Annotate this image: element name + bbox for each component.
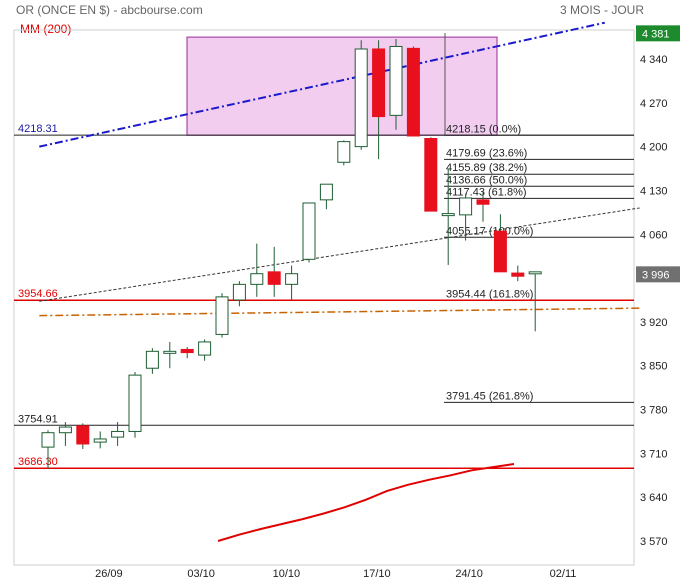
candle-body: [180, 348, 194, 354]
fib-level-label: 4179.69 (23.6%): [446, 147, 527, 159]
candle-body: [163, 350, 177, 354]
y-tick-label: 3 780: [640, 405, 668, 417]
candle-body: [493, 230, 507, 273]
current-price-text: 3 996: [642, 269, 670, 281]
candle-body: [337, 141, 351, 163]
moving-average-line: [217, 463, 515, 542]
x-tick-label: 10/10: [273, 568, 301, 580]
candle-body: [302, 202, 316, 260]
x-tick-label: 17/10: [363, 568, 391, 580]
y-tick-label: 4 340: [640, 54, 668, 66]
candle-body: [111, 430, 125, 438]
candle-body: [128, 374, 142, 432]
candle-body: [476, 199, 490, 205]
candle-body: [250, 273, 264, 285]
x-tick-label: 24/10: [455, 568, 483, 580]
candle-body: [58, 426, 72, 434]
candle-body: [319, 183, 333, 201]
candle-body: [459, 197, 473, 216]
candle-body: [93, 438, 107, 443]
candle-body: [441, 213, 455, 217]
candle-body: [76, 425, 90, 445]
plot-frame: [13, 29, 635, 566]
candle-body: [215, 296, 229, 335]
candle-body: [389, 45, 403, 116]
candle-body: [232, 283, 246, 301]
y-tick-label: 4 270: [640, 98, 668, 110]
chart-title: OR (ONCE EN $) - abcbourse.com: [16, 3, 203, 17]
x-tick-label: 03/10: [187, 568, 215, 580]
current-price-badge: [636, 266, 680, 283]
candle-body: [354, 48, 368, 148]
chart-period: 3 MOIS - JOUR: [559, 3, 644, 17]
fib-level-label: 4136.66 (50.0%): [446, 174, 527, 186]
candle-body: [424, 137, 438, 212]
y-tick-label: 4 200: [640, 142, 668, 154]
resistance-zone: [186, 36, 498, 136]
orange-support-line: [39, 307, 640, 317]
candle-body: [198, 341, 212, 356]
x-tick-label: 26/09: [95, 568, 123, 580]
candle-body: [406, 47, 420, 137]
fib-level-label: 4155.89 (38.2%): [446, 162, 527, 174]
level-label: 3954.66: [18, 288, 58, 300]
x-tick-label: 02/11: [550, 568, 577, 580]
candle-body: [267, 271, 281, 285]
y-tick-label: 3 920: [640, 317, 668, 329]
last-price-badge: [636, 25, 680, 42]
candle-body: [41, 432, 55, 448]
fib-level-label: 4218.15 (0.0%): [446, 123, 521, 135]
last-price-text: 4 381: [642, 28, 670, 40]
level-label: 3686.30: [18, 456, 58, 468]
y-tick-label: 3 850: [640, 361, 668, 373]
y-tick-label: 3 710: [640, 448, 668, 460]
blue-trend-line: [39, 21, 606, 148]
fib-level-label: 4117.43 (61.8%): [446, 186, 527, 198]
candle-body: [528, 271, 542, 275]
level-label: 4218.31: [18, 123, 58, 135]
candle-body: [285, 273, 299, 285]
level-label: 3754.91: [18, 413, 58, 425]
y-tick-label: 3 570: [640, 536, 668, 548]
black-trend-line: [39, 207, 640, 302]
candle-body: [145, 350, 159, 369]
y-tick-label: 4 060: [640, 229, 668, 241]
fib-level-label: 3954.44 (161.8%): [446, 288, 533, 300]
candle-body: [511, 272, 525, 277]
candle-body: [372, 48, 386, 118]
fib-level-label: 3791.45 (261.8%): [446, 390, 533, 402]
y-tick-label: 4 130: [640, 185, 668, 197]
indicator-label: MM (200): [20, 22, 72, 36]
y-tick-label: 3 640: [640, 492, 668, 504]
